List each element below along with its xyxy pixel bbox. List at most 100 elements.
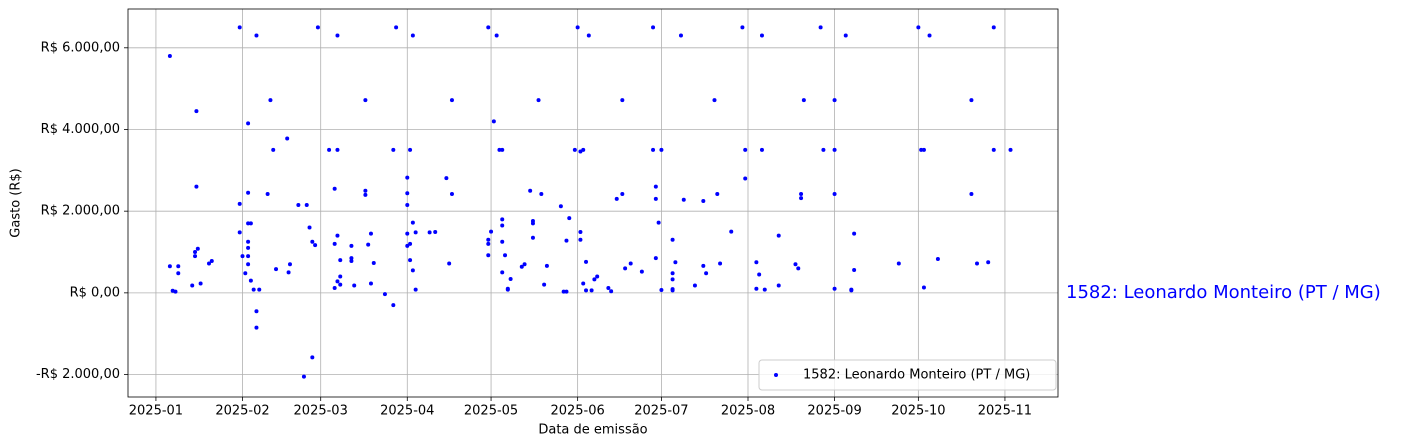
point bbox=[449, 98, 454, 103]
point bbox=[366, 242, 371, 247]
point bbox=[916, 25, 921, 30]
point bbox=[852, 267, 857, 272]
point bbox=[969, 192, 974, 197]
point bbox=[405, 175, 410, 180]
point bbox=[759, 147, 764, 152]
point bbox=[614, 196, 619, 201]
x-tick-label: 2025-05 bbox=[464, 404, 518, 419]
y-tick-label: -R$ 2.000,00 bbox=[36, 367, 120, 382]
point bbox=[986, 260, 991, 265]
point bbox=[639, 269, 644, 274]
point bbox=[332, 186, 337, 191]
legend-label: 1582: Leonardo Monteiro (PT / MG) bbox=[803, 368, 1030, 383]
point bbox=[670, 237, 675, 242]
point bbox=[486, 237, 491, 242]
point bbox=[248, 221, 253, 226]
point bbox=[408, 241, 413, 246]
point bbox=[670, 271, 675, 276]
point bbox=[410, 268, 415, 273]
point bbox=[578, 237, 583, 242]
point bbox=[762, 287, 767, 292]
point bbox=[564, 238, 569, 243]
point bbox=[586, 33, 591, 38]
point bbox=[486, 253, 491, 258]
point bbox=[246, 254, 251, 259]
point bbox=[704, 271, 709, 276]
point bbox=[561, 289, 566, 294]
point bbox=[500, 217, 505, 222]
point bbox=[335, 147, 340, 152]
point bbox=[486, 241, 491, 246]
x-tick-label: 2025-07 bbox=[634, 404, 688, 419]
point bbox=[489, 229, 494, 234]
x-axis-label: Data de emissão bbox=[538, 423, 647, 438]
x-tick-label: 2025-10 bbox=[891, 404, 945, 419]
x-tick-label: 2025-08 bbox=[721, 404, 775, 419]
point bbox=[670, 277, 675, 282]
point bbox=[969, 98, 974, 103]
point bbox=[405, 231, 410, 236]
point bbox=[715, 192, 720, 197]
point bbox=[193, 254, 198, 259]
point bbox=[313, 243, 318, 248]
point bbox=[237, 25, 242, 30]
point bbox=[505, 287, 510, 292]
point bbox=[176, 271, 181, 276]
point bbox=[849, 287, 854, 292]
point bbox=[500, 270, 505, 275]
point bbox=[793, 262, 798, 267]
point bbox=[801, 98, 806, 103]
point bbox=[653, 196, 658, 201]
point bbox=[584, 288, 589, 293]
point bbox=[653, 256, 658, 261]
point bbox=[578, 229, 583, 234]
point bbox=[335, 33, 340, 38]
x-tick-label: 2025-04 bbox=[380, 404, 434, 419]
point bbox=[623, 266, 628, 271]
point bbox=[673, 260, 678, 265]
point bbox=[796, 266, 801, 271]
point bbox=[491, 119, 496, 124]
point bbox=[444, 176, 449, 181]
point bbox=[310, 355, 315, 360]
point bbox=[991, 147, 996, 152]
point bbox=[301, 374, 306, 379]
legend-marker bbox=[774, 373, 778, 377]
point bbox=[500, 223, 505, 228]
y-tick-label: R$ 2.000,00 bbox=[41, 204, 120, 219]
point bbox=[542, 282, 547, 287]
point bbox=[530, 221, 535, 226]
point bbox=[528, 188, 533, 193]
point bbox=[821, 147, 826, 152]
point bbox=[575, 25, 580, 30]
plot-frame bbox=[127, 8, 1059, 398]
point bbox=[405, 243, 410, 248]
point bbox=[536, 98, 541, 103]
point bbox=[503, 253, 508, 258]
point bbox=[651, 147, 656, 152]
point bbox=[678, 33, 683, 38]
point bbox=[620, 98, 625, 103]
point bbox=[240, 254, 245, 259]
point bbox=[656, 220, 661, 225]
point bbox=[606, 285, 611, 290]
point bbox=[371, 261, 376, 266]
point bbox=[754, 286, 759, 291]
point bbox=[408, 147, 413, 152]
point bbox=[500, 147, 505, 152]
point bbox=[530, 235, 535, 240]
point bbox=[209, 258, 214, 263]
point bbox=[1008, 147, 1013, 152]
point bbox=[335, 233, 340, 238]
annotation: 1582: Leonardo Monteiro (PT / MG) bbox=[1066, 282, 1381, 303]
point bbox=[718, 261, 723, 266]
point bbox=[589, 288, 594, 293]
point bbox=[246, 262, 251, 267]
point bbox=[257, 287, 262, 292]
y-tick-label: R$ 4.000,00 bbox=[41, 122, 120, 137]
point bbox=[581, 147, 586, 152]
point bbox=[628, 261, 633, 266]
point bbox=[327, 147, 332, 152]
point bbox=[776, 233, 781, 238]
point bbox=[349, 256, 354, 261]
